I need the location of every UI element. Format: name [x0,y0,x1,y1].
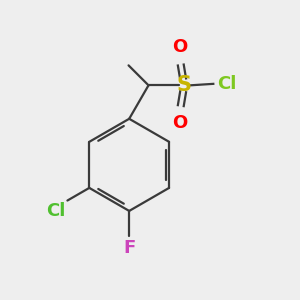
Text: Cl: Cl [217,75,236,93]
Text: O: O [172,115,187,133]
Text: O: O [172,38,187,56]
Text: S: S [177,75,192,95]
Text: Cl: Cl [46,202,66,220]
Text: F: F [123,238,135,256]
